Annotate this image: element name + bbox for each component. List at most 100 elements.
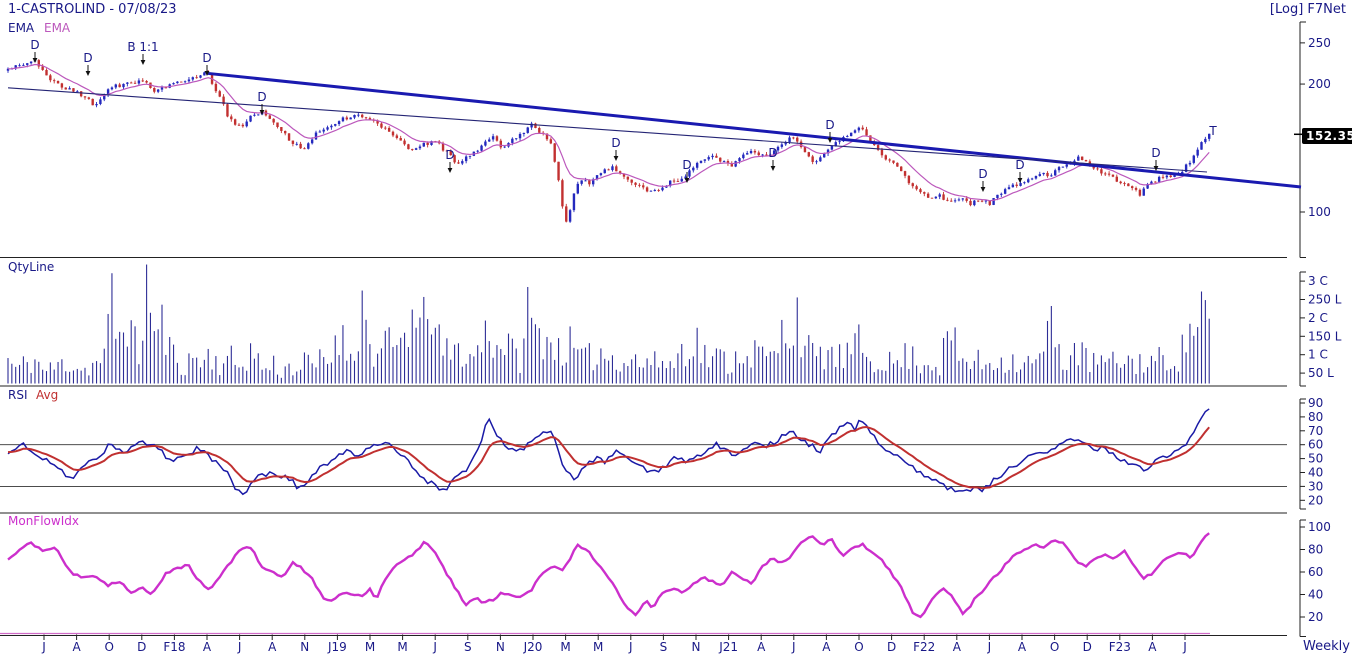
legend-ema-fast[interactable]: EMA (8, 21, 35, 35)
month-label: J (237, 640, 242, 654)
month-label: N (300, 640, 309, 654)
signal-marker-label: D (30, 38, 39, 52)
axis-tick-label: 80 (1308, 410, 1323, 424)
volume-bars (7, 264, 1210, 384)
month-label: O (104, 640, 113, 654)
month-label: J (791, 640, 796, 654)
month-label: A (72, 640, 81, 654)
month-label: J (987, 640, 992, 654)
signal-markers: D D B 1:1 D D D D D D D D D D T (30, 38, 1217, 192)
signal-marker-label: D (611, 136, 620, 150)
signal-marker-label: B 1:1 (127, 40, 158, 54)
mfi-panel-label[interactable]: MonFlowIdx (8, 514, 79, 528)
ema-fast-line (7, 63, 1210, 202)
axis-tick-label: 20 (1308, 493, 1323, 507)
month-axis: J A O D F18 A J A N J19 M M J S N J20 M M J S N J21 A J A O D F22 A J… (41, 634, 1187, 654)
chart-title: 1-CASTROLIND - 07/08/23 (8, 2, 177, 17)
mfi-line (7, 532, 1210, 619)
axis-tick-label: 1 C (1308, 348, 1328, 362)
month-label: J19 (327, 640, 347, 654)
month-label: J (1182, 640, 1187, 654)
month-label: A (268, 640, 277, 654)
signal-marker-label: D (445, 148, 454, 162)
rsi-panel[interactable] (0, 386, 1300, 513)
axis-tick-label: 80 (1308, 543, 1323, 557)
axis-tick-label: 20 (1308, 610, 1323, 624)
month-label: A (1148, 640, 1157, 654)
signal-marker-label: D (202, 51, 211, 65)
signal-marker-label: D (1151, 146, 1160, 160)
month-label: N (692, 640, 701, 654)
rsi-avg-label[interactable]: Avg (36, 388, 59, 402)
month-label: A (953, 640, 962, 654)
month-label: A (203, 640, 212, 654)
month-label: M (593, 640, 603, 654)
primary-downtrend-line (206, 71, 1302, 189)
month-label: J (432, 640, 437, 654)
axis-tick-label: 150 L (1308, 329, 1342, 343)
signal-marker-label: T (1208, 124, 1217, 138)
axis-tick-label: 100 (1308, 520, 1331, 534)
signal-marker-label: D (257, 90, 266, 104)
month-label: J (41, 640, 46, 654)
signal-marker-label: D (978, 167, 987, 181)
volume-panel-label[interactable]: QtyLine (8, 260, 55, 274)
axis-tick-label: 90 (1308, 396, 1323, 410)
time-axis-strip (0, 635, 1300, 656)
axis-tick-label: 3 C (1308, 274, 1328, 288)
month-label: A (1018, 640, 1027, 654)
month-label: F18 (163, 640, 185, 654)
signal-marker-label: D (825, 118, 834, 132)
signal-marker-label: D (83, 51, 92, 65)
rsi-line (7, 408, 1210, 496)
month-label: M (397, 640, 407, 654)
axis-tick-label: 40 (1308, 588, 1323, 602)
month-label: S (464, 640, 472, 654)
price-chart-panel[interactable] (0, 18, 1300, 258)
month-label: S (660, 640, 668, 654)
axis-tick-label: 200 (1308, 77, 1331, 91)
month-label: J21 (718, 640, 738, 654)
axis-tick-label: 250 (1308, 36, 1331, 50)
axis-tick-label: 100 (1308, 205, 1331, 219)
price-badge: 152.35 (1302, 128, 1352, 144)
axis-tick-label: 250 L (1308, 293, 1342, 307)
month-label: N (496, 640, 505, 654)
axis-tick-label: 30 (1308, 479, 1323, 493)
month-label: M (365, 640, 375, 654)
axis-tick-label: 40 (1308, 466, 1323, 480)
signal-marker-label: D (1015, 158, 1024, 172)
axis-tick-label: 50 (1308, 452, 1323, 466)
month-label: J20 (523, 640, 543, 654)
month-label: F22 (913, 640, 935, 654)
timeframe-label[interactable]: Weekly (1303, 639, 1350, 654)
month-label: D (137, 640, 146, 654)
secondary-downtrend-line (7, 87, 1208, 173)
month-label: D (887, 640, 896, 654)
axis-tick-label: 2 C (1308, 311, 1328, 325)
signal-marker-label: D (682, 158, 691, 172)
axis-tick-label: 60 (1308, 565, 1323, 579)
rsi-reference-lines (0, 444, 1287, 487)
volume-panel[interactable] (0, 258, 1300, 386)
trendlines (7, 71, 1302, 189)
candlesticks (6, 59, 1211, 223)
month-label: M (560, 640, 570, 654)
month-label: D (1083, 640, 1092, 654)
axis-tick-label: 50 L (1308, 366, 1334, 380)
axis-tick-label: 60 (1308, 438, 1323, 452)
legend-ema-slow[interactable]: EMA (44, 21, 71, 35)
axis-tick-label: 70 (1308, 424, 1323, 438)
rsi-panel-label[interactable]: RSI (8, 388, 28, 402)
month-label: O (854, 640, 863, 654)
scale-mode-label[interactable]: [Log] F7Net (1269, 2, 1346, 17)
month-label: F23 (1109, 640, 1131, 654)
rsi-lines (7, 408, 1210, 496)
month-label: A (822, 640, 831, 654)
month-label: O (1050, 640, 1059, 654)
mfi-panel[interactable] (0, 513, 1300, 635)
panel-separators (0, 257, 1287, 636)
